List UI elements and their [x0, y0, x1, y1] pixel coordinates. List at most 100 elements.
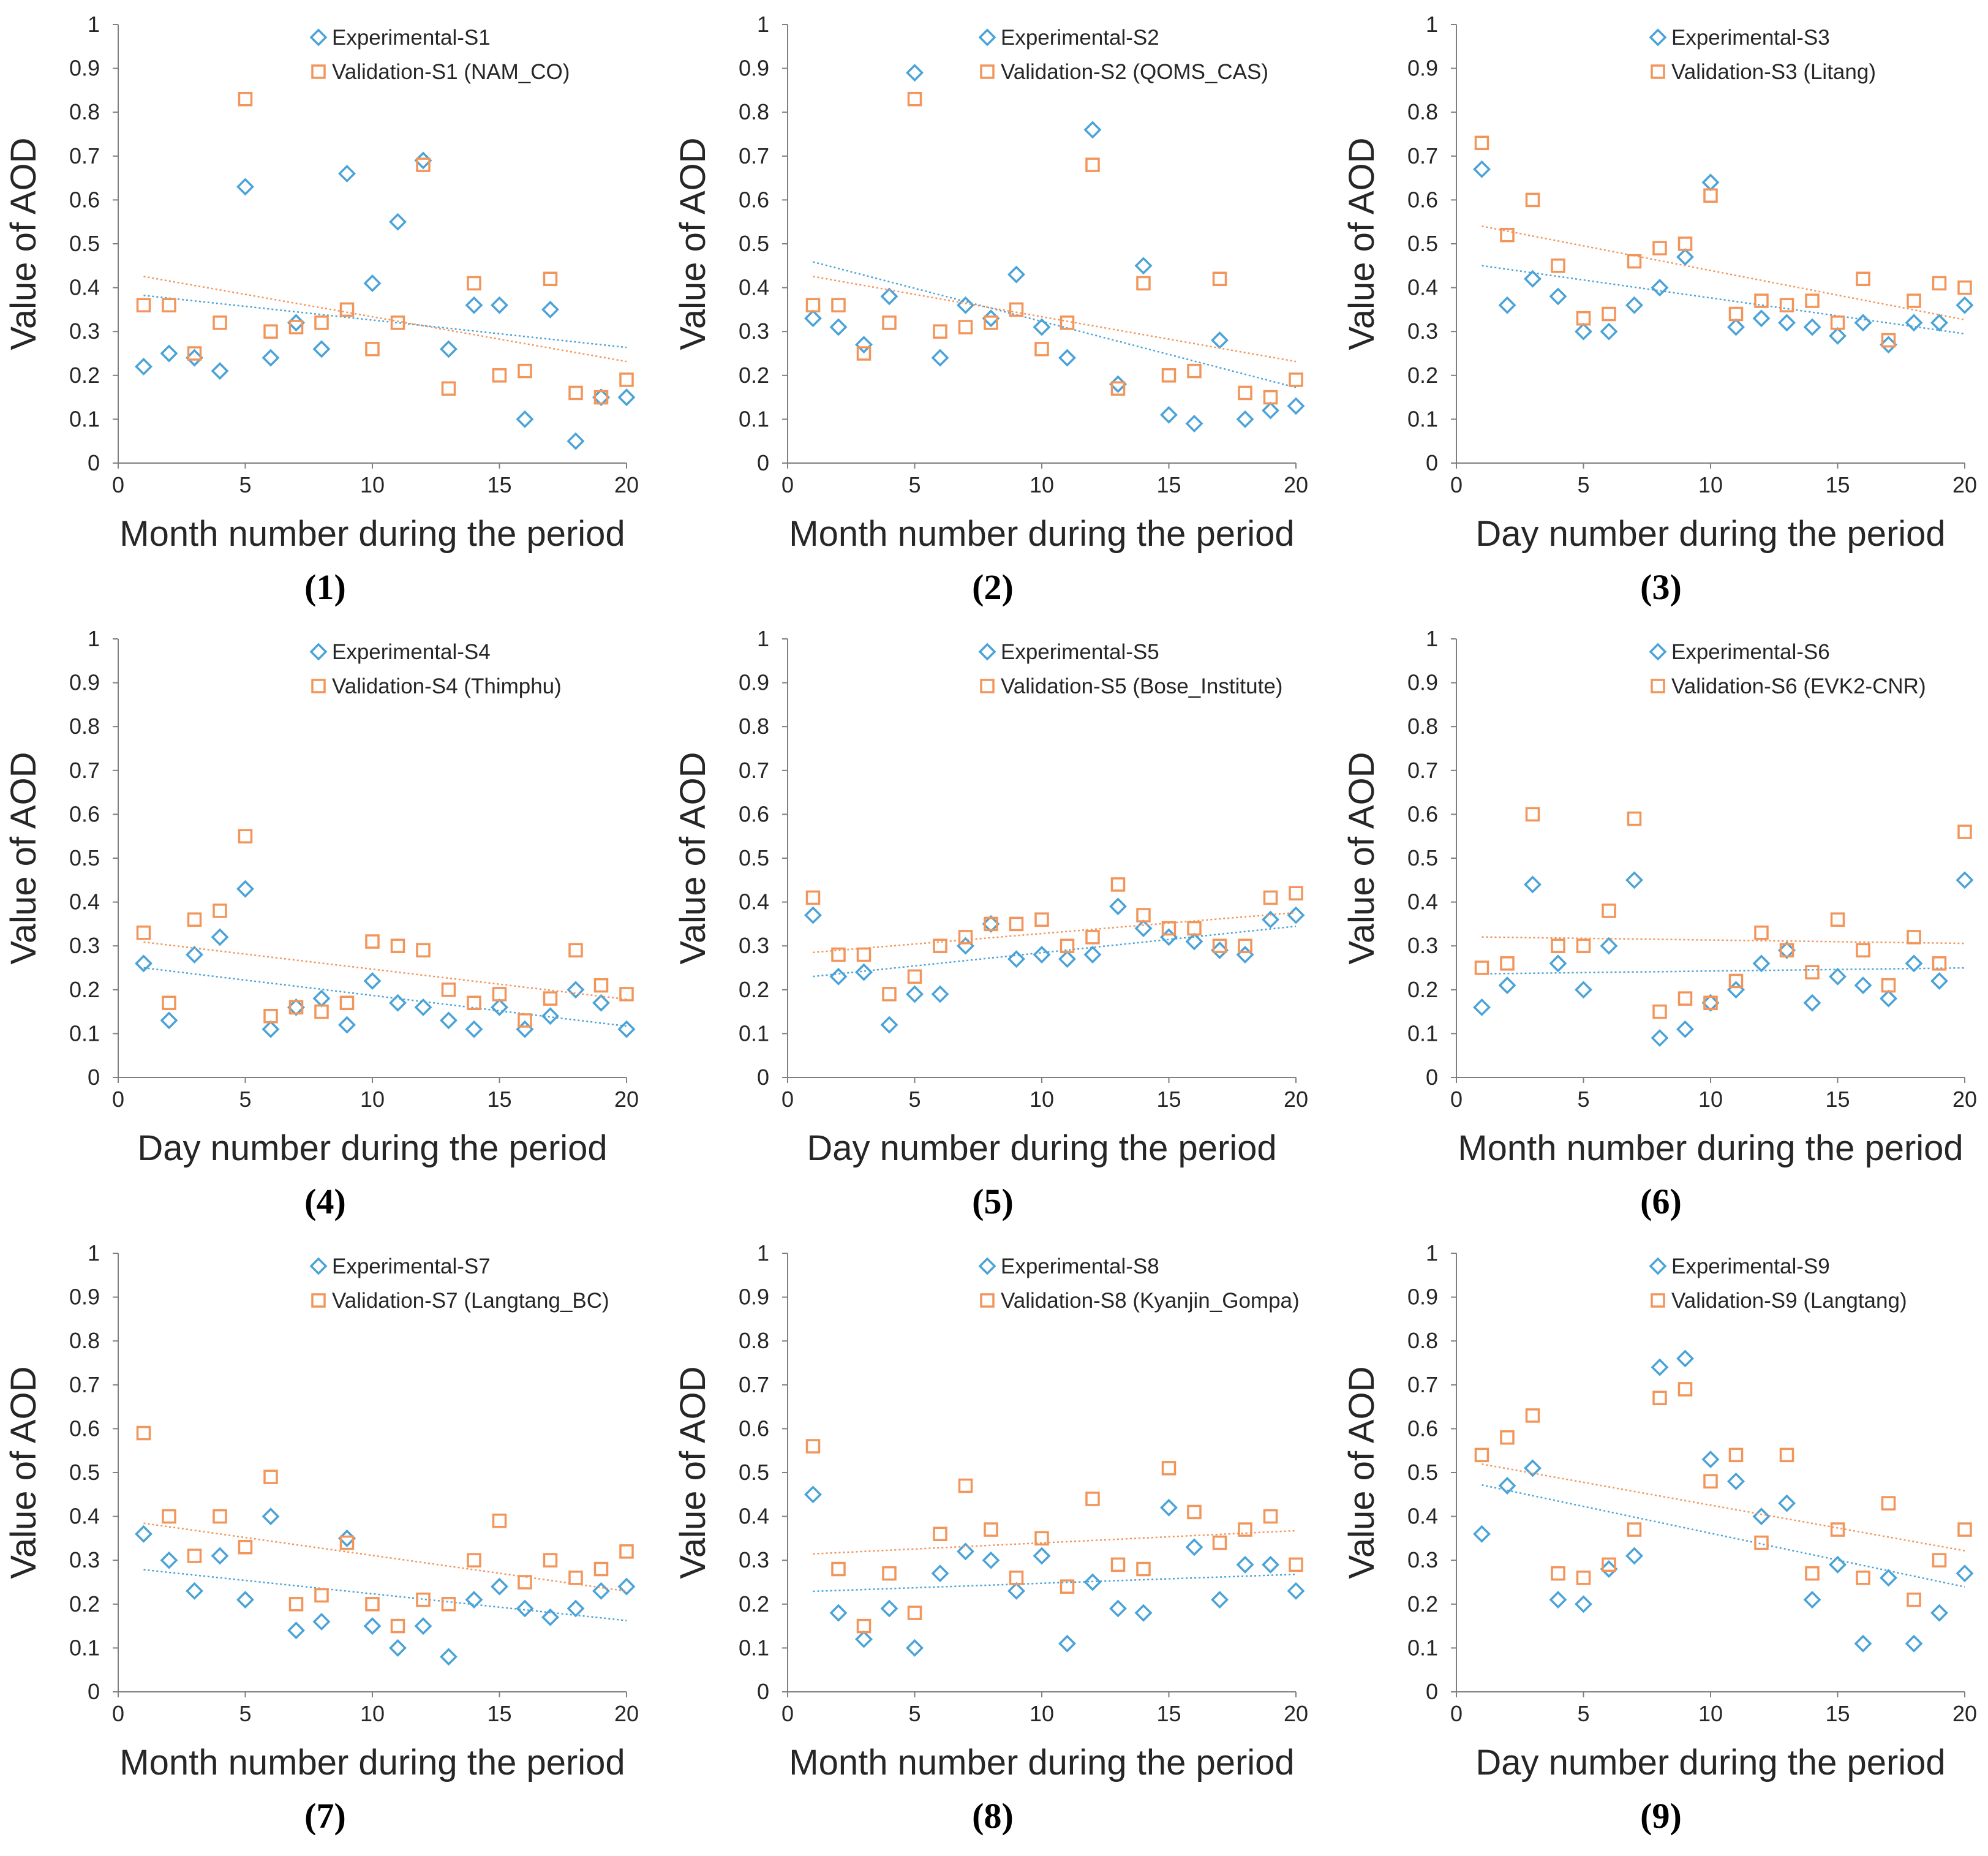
chart-2-experimental-point — [880, 287, 898, 306]
chart-4-legend-marker-experimental — [309, 643, 328, 661]
chart-8-validation-point — [831, 1561, 846, 1577]
chart-4-experimental-point — [440, 1011, 457, 1030]
chart-3-y-tick-label: 1 — [1426, 12, 1438, 37]
chart-8-legend-marker-experimental — [978, 1257, 996, 1275]
chart-3-y-axis-title: Value of AOD — [1342, 137, 1382, 350]
chart-1-y-tick-label: 0.8 — [69, 99, 100, 124]
chart-2-validation-point — [984, 315, 998, 330]
chart-3-experimental-point — [1498, 296, 1516, 314]
chart-3-x-tick-label: 0 — [1450, 472, 1463, 497]
chart-9-validation-point — [1602, 1557, 1616, 1572]
chart-9-validation-point — [1932, 1553, 1947, 1567]
chart-5-y-axis-title: Value of AOD — [673, 752, 713, 964]
chart-3-experimental-point — [1625, 296, 1643, 314]
chart-4-legend-label-validation: Validation-S4 (Thimphu) — [332, 674, 562, 698]
chart-9-x-tick-label: 0 — [1450, 1701, 1463, 1726]
chart-6-y-tick-label: 1 — [1426, 626, 1438, 651]
chart-3-experimental-point — [1727, 318, 1745, 336]
chart-1-experimental-point — [541, 300, 559, 319]
chart-2-validation-point — [958, 320, 973, 334]
chart-3-legend-marker-experimental — [1649, 28, 1667, 47]
chart-5-validation-point — [907, 969, 922, 984]
chart-8: 00.10.20.30.40.50.60.70.80.910 5 10 15 20Mon… — [673, 1240, 1308, 1782]
chart-5-legend-marker-experimental — [978, 643, 996, 661]
chart-5-validation-point — [1034, 912, 1049, 927]
chart-9-experimental-point — [1905, 1634, 1923, 1653]
panel-label-2: (2) — [972, 567, 1014, 607]
chart-1-y-axis-title: Value of AOD — [4, 137, 43, 350]
chart-1-x-tick-label: 10 — [360, 472, 385, 497]
chart-8-experimental-point — [1109, 1599, 1127, 1618]
chart-8-validation-point — [1009, 1571, 1024, 1585]
chart-8-experimental-point — [880, 1599, 898, 1618]
chart-4-validation-point — [136, 925, 151, 940]
chart-2-legend-marker-validation — [980, 64, 995, 79]
chart-8-x-tick-label: 15 — [1156, 1701, 1181, 1726]
chart-4-validation-point — [518, 1013, 532, 1028]
chart-9-x-tick-label: 20 — [1952, 1701, 1977, 1726]
chart-5-validation-point — [984, 916, 998, 932]
chart-8-y-axis-title: Value of AOD — [673, 1366, 713, 1579]
chart-3-validation-point — [1551, 258, 1565, 273]
chart-5-validation-point — [1289, 886, 1303, 901]
chart-6-validation-trendline — [1482, 936, 1965, 945]
chart-6-legend-marker-validation — [1651, 679, 1665, 693]
chart-5-y-tick-label: 0.6 — [739, 801, 769, 826]
chart-6-experimental-point — [1625, 871, 1643, 889]
chart-8-validation-point — [1238, 1522, 1252, 1537]
chart-2-experimental-point — [1236, 410, 1254, 428]
chart-8-y-tick-label: 0 — [757, 1679, 769, 1704]
chart-2-y-tick-label: 0.2 — [739, 363, 769, 388]
chart-8-x-tick-label: 5 — [908, 1701, 921, 1726]
chart-6-validation-point — [1830, 912, 1845, 927]
chart-1-experimental-trendline — [143, 295, 627, 349]
chart-1-validation-trendline — [143, 276, 627, 363]
chart-3-legend-label-validation: Validation-S3 (Litang) — [1671, 60, 1876, 84]
chart-8-experimental-point — [829, 1604, 848, 1622]
chart-5-experimental-point — [1083, 946, 1102, 964]
chart-8-validation-point — [1263, 1509, 1278, 1524]
chart-4-validation-point — [213, 903, 227, 918]
chart-2-validation-point — [1161, 368, 1177, 383]
chart-5-validation-point — [1187, 921, 1202, 936]
chart-5-x-tick-label: 20 — [1284, 1087, 1308, 1112]
chart-7-y-tick-label: 0.8 — [69, 1328, 100, 1353]
chart-2-experimental-point — [1033, 318, 1051, 336]
chart-8-validation-point — [1110, 1557, 1126, 1572]
chart-8-validation-point — [958, 1478, 973, 1493]
chart-6-x-tick-label: 0 — [1450, 1087, 1463, 1112]
chart-1-validation-point — [390, 315, 405, 330]
panel-label-6: (6) — [1640, 1182, 1682, 1221]
chart-2-experimental-point — [1211, 331, 1229, 349]
chart-5-y-tick-label: 0.1 — [739, 1020, 769, 1046]
chart-3-y-tick-label: 0.3 — [1407, 319, 1438, 344]
chart-2-y-tick-label: 0.9 — [739, 56, 769, 81]
chart-9-experimental-point — [1803, 1591, 1821, 1609]
chart-2-x-tick-label: 0 — [781, 472, 794, 497]
chart-4-validation-point — [339, 995, 355, 1011]
chart-1-y-tick-label: 0.7 — [69, 143, 100, 168]
chart-7-x-tick-label: 20 — [614, 1701, 639, 1726]
chart-6-validation-point — [1779, 943, 1794, 958]
chart-1-experimental-point — [160, 344, 178, 363]
chart-1-experimental-point — [236, 178, 254, 196]
chart-3-legend-label-experimental: Experimental-S3 — [1671, 26, 1830, 50]
chart-4-experimental-point — [312, 989, 331, 1008]
chart-8-experimental-point — [1134, 1604, 1153, 1622]
chart-1-x-axis-title: Month number during the period — [119, 514, 625, 554]
chart-9-validation-point — [1907, 1592, 1921, 1607]
chart-4-validation-point — [441, 983, 456, 997]
panel-label-1: (1) — [304, 567, 346, 607]
chart-8-validation-point — [1136, 1561, 1151, 1577]
chart-4-experimental-point — [287, 998, 305, 1016]
chart-8-experimental-point — [804, 1485, 822, 1504]
chart-7-y-tick-label: 0.6 — [69, 1416, 100, 1441]
chart-7-experimental-point — [135, 1525, 152, 1543]
chart-5-experimental-point — [880, 1016, 898, 1034]
chart-2-validation-point — [856, 346, 872, 361]
chart-6-experimental-point — [1956, 871, 1974, 889]
chart-7-legend-label-validation: Validation-S7 (Langtang_BC) — [332, 1289, 609, 1313]
chart-2-validation-point — [1263, 390, 1278, 405]
chart-1-legend-marker-experimental — [309, 28, 328, 47]
chart-9-x-axis-title: Day number during the period — [1475, 1743, 1945, 1782]
